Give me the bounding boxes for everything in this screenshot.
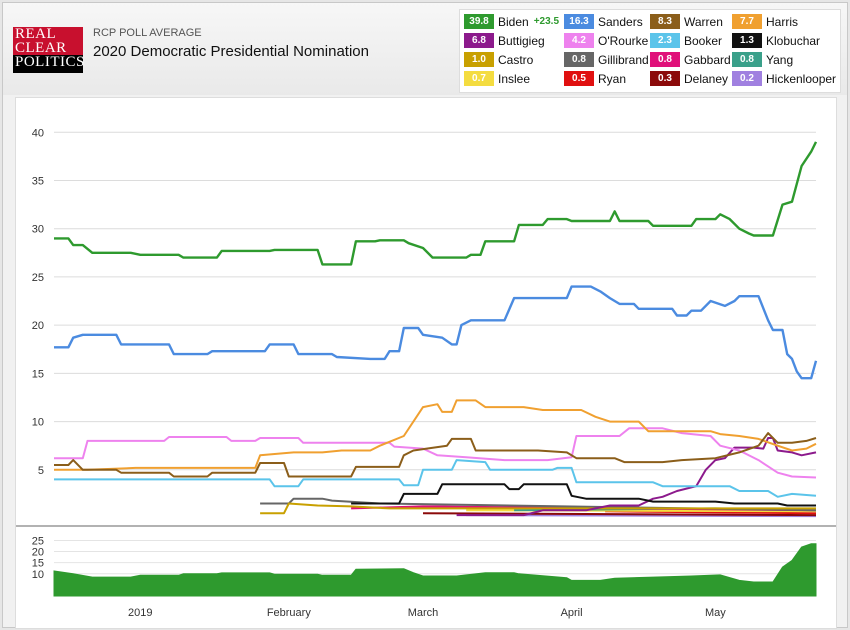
series-line-klobuchar (351, 483, 816, 507)
legend-item-orourke[interactable]: 4.2 O'Rourke (564, 33, 648, 49)
x-tick-label-april: April (561, 607, 583, 619)
legend-label-gabbard: Gabbard (684, 52, 731, 67)
mini-y-tick-label-20: 20 (32, 547, 44, 559)
legend-item-yang[interactable]: 0.8 Yang (732, 52, 793, 68)
legend-label-gillibrand: Gillibrand (598, 52, 649, 67)
chart-supertitle: RCP POLL AVERAGE (93, 27, 202, 39)
y-tick-label-15: 15 (32, 368, 44, 380)
legend-value-warren: 8.3 (650, 14, 680, 30)
legend-value-hickenlooper: 0.2 (732, 71, 762, 87)
legend-item-biden[interactable]: 39.8 Biden +23.5 (464, 14, 559, 30)
legend-value-orourke: 4.2 (564, 33, 594, 49)
legend-value-gillibrand: 0.8 (564, 52, 594, 68)
legend-label-castro: Castro (498, 52, 534, 67)
x-tick-label-2019: 2019 (128, 607, 152, 619)
legend-value-sanders: 16.3 (564, 14, 594, 30)
legend-value-biden: 39.8 (464, 14, 494, 30)
chart-area: 5 10 15 20 25 30 35 40 10 15 20 25 2019 February March… (15, 97, 837, 629)
legend-label-biden: Biden (498, 14, 529, 29)
spread-area (53, 543, 817, 597)
legend-value-buttigieg: 6.8 (464, 33, 494, 49)
legend-item-klobuchar[interactable]: 1.3 Klobuchar (732, 33, 820, 49)
logo-line-1: REAL (13, 27, 83, 42)
legend-label-orourke: O'Rourke (598, 33, 649, 48)
legend-value-castro: 1.0 (464, 52, 494, 68)
x-tick-label-may: May (705, 607, 726, 619)
legend-value-ryan: 0.5 (564, 71, 594, 87)
legend-label-klobuchar: Klobuchar (766, 33, 821, 48)
logo-line-2: CLEAR (13, 41, 83, 56)
chart-title: 2020 Democratic Presidential Nomination (93, 43, 369, 60)
series-line-sanders (54, 285, 818, 380)
series-line-booker (54, 459, 817, 498)
legend-item-warren[interactable]: 8.3 Warren (650, 14, 723, 30)
legend-value-delaney: 0.3 (650, 71, 680, 87)
series-line-warren (54, 432, 817, 478)
legend-value-klobuchar: 1.3 (732, 33, 762, 49)
rcp-logo[interactable]: REAL CLEAR POLITICS (13, 27, 85, 73)
y-tick-label-20: 20 (32, 320, 44, 332)
mini-y-tick-label-15: 15 (32, 558, 44, 570)
legend-value-yang: 0.8 (732, 52, 762, 68)
legend-label-inslee: Inslee (498, 71, 531, 86)
legend-label-yang: Yang (766, 52, 794, 67)
legend-item-castro[interactable]: 1.0 Castro (464, 52, 533, 68)
legend-value-gabbard: 0.8 (650, 52, 680, 68)
legend-item-sanders[interactable]: 16.3 Sanders (564, 14, 643, 30)
legend-label-sanders: Sanders (598, 14, 643, 29)
legend: 39.8 Biden +23.5 16.3 Sanders 8.3 Warren 7.7 Har… (459, 9, 841, 93)
legend-item-inslee[interactable]: 0.7 Inslee (464, 71, 530, 87)
series-line-delaney (422, 512, 817, 517)
legend-spread-biden: +23.5 (533, 16, 560, 28)
legend-item-booker[interactable]: 2.3 Booker (650, 33, 722, 49)
x-tick-label-february: February (267, 607, 312, 619)
mini-y-tick-label-25: 25 (32, 535, 44, 547)
legend-item-hickenlooper[interactable]: 0.2 Hickenlooper (732, 71, 836, 87)
legend-label-booker: Booker (684, 33, 723, 48)
legend-item-gabbard[interactable]: 0.8 Gabbard (650, 52, 731, 68)
series-line-orourke (54, 427, 817, 479)
legend-label-ryan: Ryan (598, 71, 627, 86)
legend-item-harris[interactable]: 7.7 Harris (732, 14, 798, 30)
legend-label-hickenlooper: Hickenlooper (766, 71, 837, 86)
legend-value-booker: 2.3 (650, 33, 680, 49)
y-tick-label-25: 25 (32, 272, 44, 284)
y-tick-label-40: 40 (32, 127, 44, 139)
logo-line-3: POLITICS (13, 54, 85, 70)
series-line-biden (54, 141, 818, 266)
y-tick-label-10: 10 (32, 417, 44, 429)
header: REAL CLEAR POLITICS RCP POLL AVERAGE 202… (3, 3, 847, 95)
legend-value-inslee: 0.7 (464, 71, 494, 87)
legend-item-buttigieg[interactable]: 6.8 Buttigieg (464, 33, 545, 49)
legend-value-harris: 7.7 (732, 14, 762, 30)
y-tick-label-5: 5 (38, 465, 44, 477)
legend-item-ryan[interactable]: 0.5 Ryan (564, 71, 626, 87)
legend-label-buttigieg: Buttigieg (498, 33, 545, 48)
y-tick-label-35: 35 (32, 176, 44, 188)
legend-label-delaney: Delaney (684, 71, 729, 86)
legend-item-delaney[interactable]: 0.3 Delaney (650, 71, 728, 87)
y-tick-label-30: 30 (32, 224, 44, 236)
legend-label-harris: Harris (766, 14, 798, 29)
legend-label-warren: Warren (684, 14, 723, 29)
legend-item-gillibrand[interactable]: 0.8 Gillibrand (564, 52, 649, 68)
series-line-castro (260, 502, 816, 515)
mini-y-tick-label-10: 10 (32, 569, 44, 581)
x-tick-label-march: March (408, 607, 439, 619)
series-line-harris (54, 399, 817, 471)
